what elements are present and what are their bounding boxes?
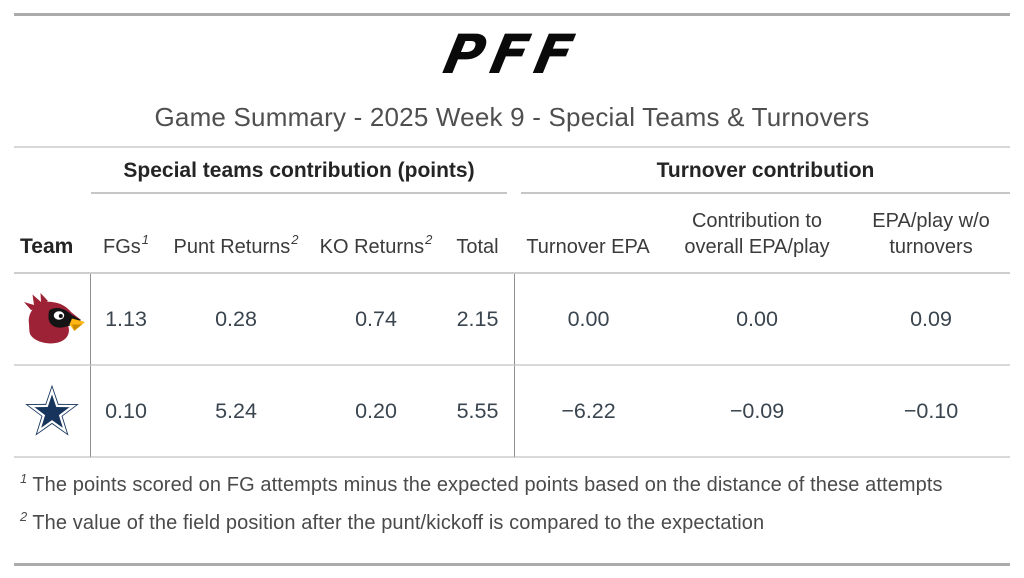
footnote-2-text: The value of the field position after th… — [32, 512, 765, 534]
footnote-1: 1 The points scored on FG attempts minus … — [20, 471, 1004, 497]
cell-cardinals-ko-returns: 0.74 — [311, 274, 441, 366]
group-header-turnover: Turnover contribution — [514, 148, 1011, 194]
footnote-2-marker: 2 — [20, 509, 28, 524]
top-rule-spacer — [0, 0, 1024, 13]
group-header-row: Special teams contribution (points) Turn… — [14, 148, 1011, 194]
cell-cardinals-contribution: 0.00 — [662, 274, 853, 366]
team-cell-cardinals — [14, 274, 91, 366]
group-header-special-teams: Special teams contribution (points) — [91, 148, 514, 194]
column-header-total: Total — [441, 194, 515, 274]
column-header-fgs: FGs1 — [91, 194, 161, 274]
footnote-1-marker: 1 — [20, 471, 28, 486]
cell-cowboys-turnover-epa: −6.22 — [514, 366, 663, 458]
cell-cowboys-punt-returns: 5.24 — [161, 366, 311, 458]
group-header-spacer — [14, 148, 91, 194]
cell-cowboys-ko-returns: 0.20 — [311, 366, 441, 458]
column-header-turnover-epa: Turnover EPA — [514, 194, 663, 274]
cardinals-logo-icon — [24, 293, 85, 344]
cowboys-logo-icon — [25, 384, 79, 436]
column-header-team: Team — [14, 194, 91, 274]
cell-cardinals-epa-wo-turnovers: 0.09 — [852, 274, 1011, 366]
pff-logo: PFF — [438, 23, 586, 86]
column-header-row: Team FGs1 Punt Returns2 KO Returns2 Tota… — [14, 194, 1011, 274]
top-rule — [14, 13, 1010, 16]
cell-cardinals-total: 2.15 — [441, 274, 515, 366]
header: PFF — [0, 23, 1024, 86]
fgs-footnote-marker: 1 — [141, 232, 149, 247]
cell-cowboys-contribution: −0.09 — [662, 366, 853, 458]
cell-cowboys-fgs: 0.10 — [91, 366, 161, 458]
table-row-cardinals: 1.13 0.28 0.74 2.15 0.00 0.00 0.09 — [14, 274, 1011, 366]
summary-table: Special teams contribution (points) Turn… — [14, 148, 1011, 458]
table-row-cowboys: 0.10 5.24 0.20 5.55 −6.22 −0.09 −0.10 — [14, 366, 1011, 458]
bottom-rule — [14, 563, 1010, 566]
column-header-punt-returns: Punt Returns2 — [161, 194, 311, 274]
footnote-1-text: The points scored on FG attempts minus t… — [32, 474, 943, 496]
column-header-ko-returns: KO Returns2 — [311, 194, 441, 274]
cell-cowboys-epa-wo-turnovers: −0.10 — [852, 366, 1011, 458]
team-cell-cowboys — [14, 366, 91, 458]
ko-returns-footnote-marker: 2 — [425, 232, 433, 247]
punt-returns-footnote-marker: 2 — [291, 232, 299, 247]
footnote-2: 2 The value of the field position after t… — [20, 509, 1004, 535]
column-header-epa-wo-turnovers: EPA/play w/o turnovers — [852, 194, 1011, 274]
title-divider — [14, 146, 1010, 148]
cell-cowboys-total: 5.55 — [441, 366, 515, 458]
footnotes: 1 The points scored on FG attempts minus … — [20, 471, 1004, 535]
cell-cardinals-fgs: 1.13 — [91, 274, 161, 366]
cell-cardinals-turnover-epa: 0.00 — [514, 274, 663, 366]
cell-cardinals-punt-returns: 0.28 — [161, 274, 311, 366]
page-title: Game Summary - 2025 Week 9 - Special Tea… — [154, 102, 870, 132]
column-header-contribution: Contribution to overall EPA/play — [662, 194, 853, 274]
